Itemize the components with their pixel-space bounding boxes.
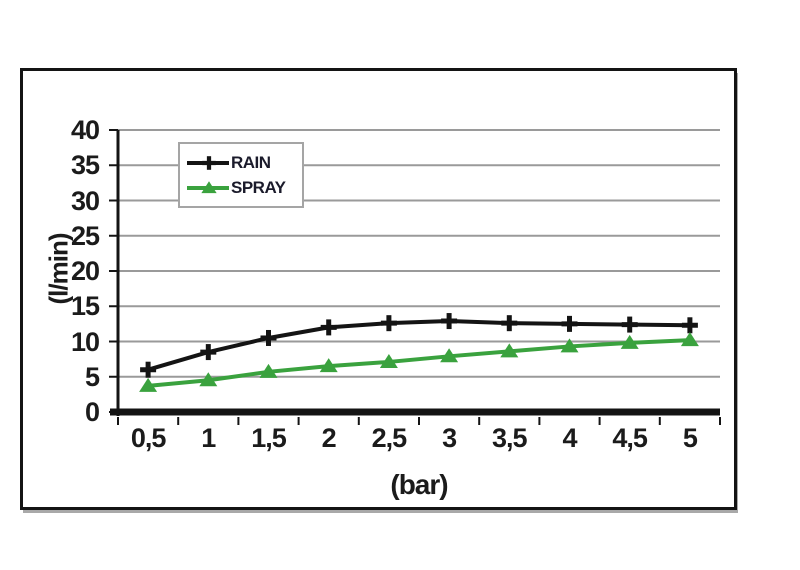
- x-axis-title: (bar): [390, 469, 448, 500]
- rain-line-plus-marker-icon: [187, 155, 229, 170]
- triangle-marker: [319, 358, 338, 373]
- x-tick-label: 1: [201, 423, 216, 453]
- legend-item-spray: SPRAY: [186, 175, 298, 200]
- y-tick-label: 30: [70, 185, 100, 216]
- y-tick-label: 0: [84, 397, 100, 427]
- y-tick-label: 20: [70, 256, 100, 286]
- triangle-marker: [680, 332, 699, 347]
- series-line-rain: [146, 319, 692, 372]
- x-tick-label: 0,5: [130, 423, 167, 453]
- series-line-spray: [146, 338, 692, 388]
- triangle-marker: [139, 377, 158, 392]
- legend-label-spray: SPRAY: [231, 177, 286, 197]
- y-tick-label: 15: [70, 291, 100, 322]
- x-tick-label: 5: [682, 423, 698, 453]
- triangle-marker: [259, 363, 278, 378]
- x-tick-label: 4,5: [612, 423, 648, 453]
- triangle-marker: [440, 348, 459, 363]
- x-tick-label: 2: [321, 423, 337, 453]
- triangle-marker: [500, 343, 519, 358]
- y-tick-label: 40: [70, 115, 100, 145]
- legend-label-rain: RAIN: [231, 152, 271, 172]
- triangle-marker: [379, 353, 398, 368]
- legend-item-rain: RAIN: [186, 150, 298, 175]
- x-tick-label: 2,5: [371, 423, 408, 453]
- triangle-marker: [560, 338, 579, 353]
- y-tick-label: 5: [84, 361, 100, 392]
- legend: RAIN SPRAY: [178, 142, 304, 208]
- y-tick-label: 10: [70, 326, 100, 357]
- x-tick-label: 4: [562, 423, 577, 453]
- chart-frame: (l/min) 0 5 10 15 20 25 30 35 40 0,5 1 1,5 2 2,5 3 3,5…: [20, 68, 737, 510]
- triangle-marker: [620, 334, 639, 349]
- triangle-marker: [199, 372, 218, 387]
- x-tick-label: 1,5: [251, 423, 287, 453]
- y-tick-label: 25: [70, 220, 100, 251]
- x-tick-label: 3: [442, 423, 457, 453]
- triangle-marker: [201, 180, 217, 193]
- y-tick-label: 35: [70, 150, 100, 181]
- x-tick-label: 3,5: [492, 423, 528, 453]
- spray-line-triangle-marker-icon: [187, 180, 229, 193]
